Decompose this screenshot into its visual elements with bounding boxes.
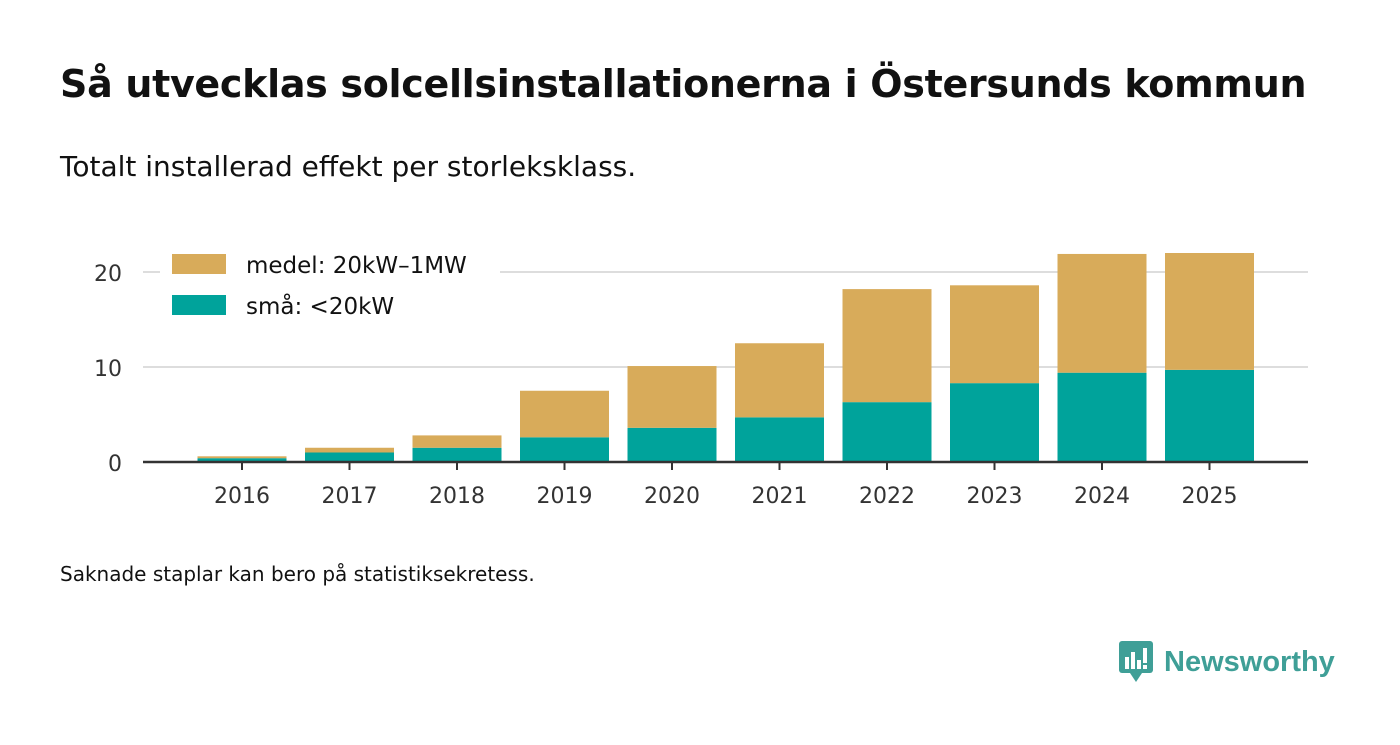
x-tick-label: 2024 xyxy=(1074,484,1130,509)
x-axis-ticks: 2016 2017 2018 2019 2020 2021 2022 2023 2024 2025 xyxy=(143,460,1308,509)
bar-sma-2016 xyxy=(197,458,287,462)
bar-medel-2018 xyxy=(412,435,502,448)
legend-label-medel: medel: 20kW–1MW xyxy=(246,253,467,279)
brand-name: Newsworthy xyxy=(1164,645,1335,678)
bar-medel-2021 xyxy=(735,343,824,418)
y-tick-label: 20 xyxy=(94,262,122,287)
newsworthy-logo-icon xyxy=(1119,641,1153,682)
x-tick-label: 2021 xyxy=(752,484,808,509)
bar-medel-2024 xyxy=(1057,253,1147,373)
bar-sma-2020 xyxy=(627,427,717,462)
x-tick-label: 2016 xyxy=(214,484,270,509)
y-tick-label: 10 xyxy=(94,357,122,382)
x-tick-label: 2020 xyxy=(644,484,700,509)
legend: medel: 20kW–1MW små: <20kW xyxy=(160,246,500,326)
bar-sma-2019 xyxy=(520,437,609,462)
y-axis-ticks: 0 10 20 xyxy=(94,262,122,477)
bar-sma-2018 xyxy=(412,447,502,462)
bar-medel-2023 xyxy=(950,285,1039,384)
bar-sma-2024 xyxy=(1057,372,1147,462)
legend-label-sma: små: <20kW xyxy=(246,292,394,320)
legend-swatch-sma xyxy=(172,295,226,315)
bar-sma-2022 xyxy=(842,402,932,462)
bar-sma-2023 xyxy=(950,383,1039,462)
brand-logo: Newsworthy xyxy=(1118,640,1335,684)
bar-medel-2022 xyxy=(842,289,932,403)
chart-title: Så utvecklas solcellsinstallationerna i … xyxy=(60,62,1307,106)
x-tick-label: 2019 xyxy=(537,484,593,509)
bar-medel-2017 xyxy=(305,447,394,453)
x-tick-label: 2022 xyxy=(859,484,915,509)
bar-medel-2016 xyxy=(197,456,287,459)
x-tick-label: 2025 xyxy=(1182,484,1238,509)
bar-sma-2017 xyxy=(305,452,394,462)
chart-subtitle: Totalt installerad effekt per storlekskl… xyxy=(60,150,637,183)
bar-medel-2019 xyxy=(520,390,609,438)
legend-swatch-medel xyxy=(172,254,226,274)
bar-sma-2025 xyxy=(1165,369,1254,462)
bar-medel-2025 xyxy=(1165,253,1254,370)
y-tick-label: 0 xyxy=(108,452,122,477)
x-tick-label: 2023 xyxy=(967,484,1023,509)
bar-sma-2021 xyxy=(735,417,824,462)
x-tick-label: 2017 xyxy=(322,484,378,509)
x-tick-label: 2018 xyxy=(429,484,485,509)
bars xyxy=(197,253,1254,462)
footnote: Saknade staplar kan bero på statistiksek… xyxy=(60,562,535,586)
bar-medel-2020 xyxy=(627,366,717,428)
